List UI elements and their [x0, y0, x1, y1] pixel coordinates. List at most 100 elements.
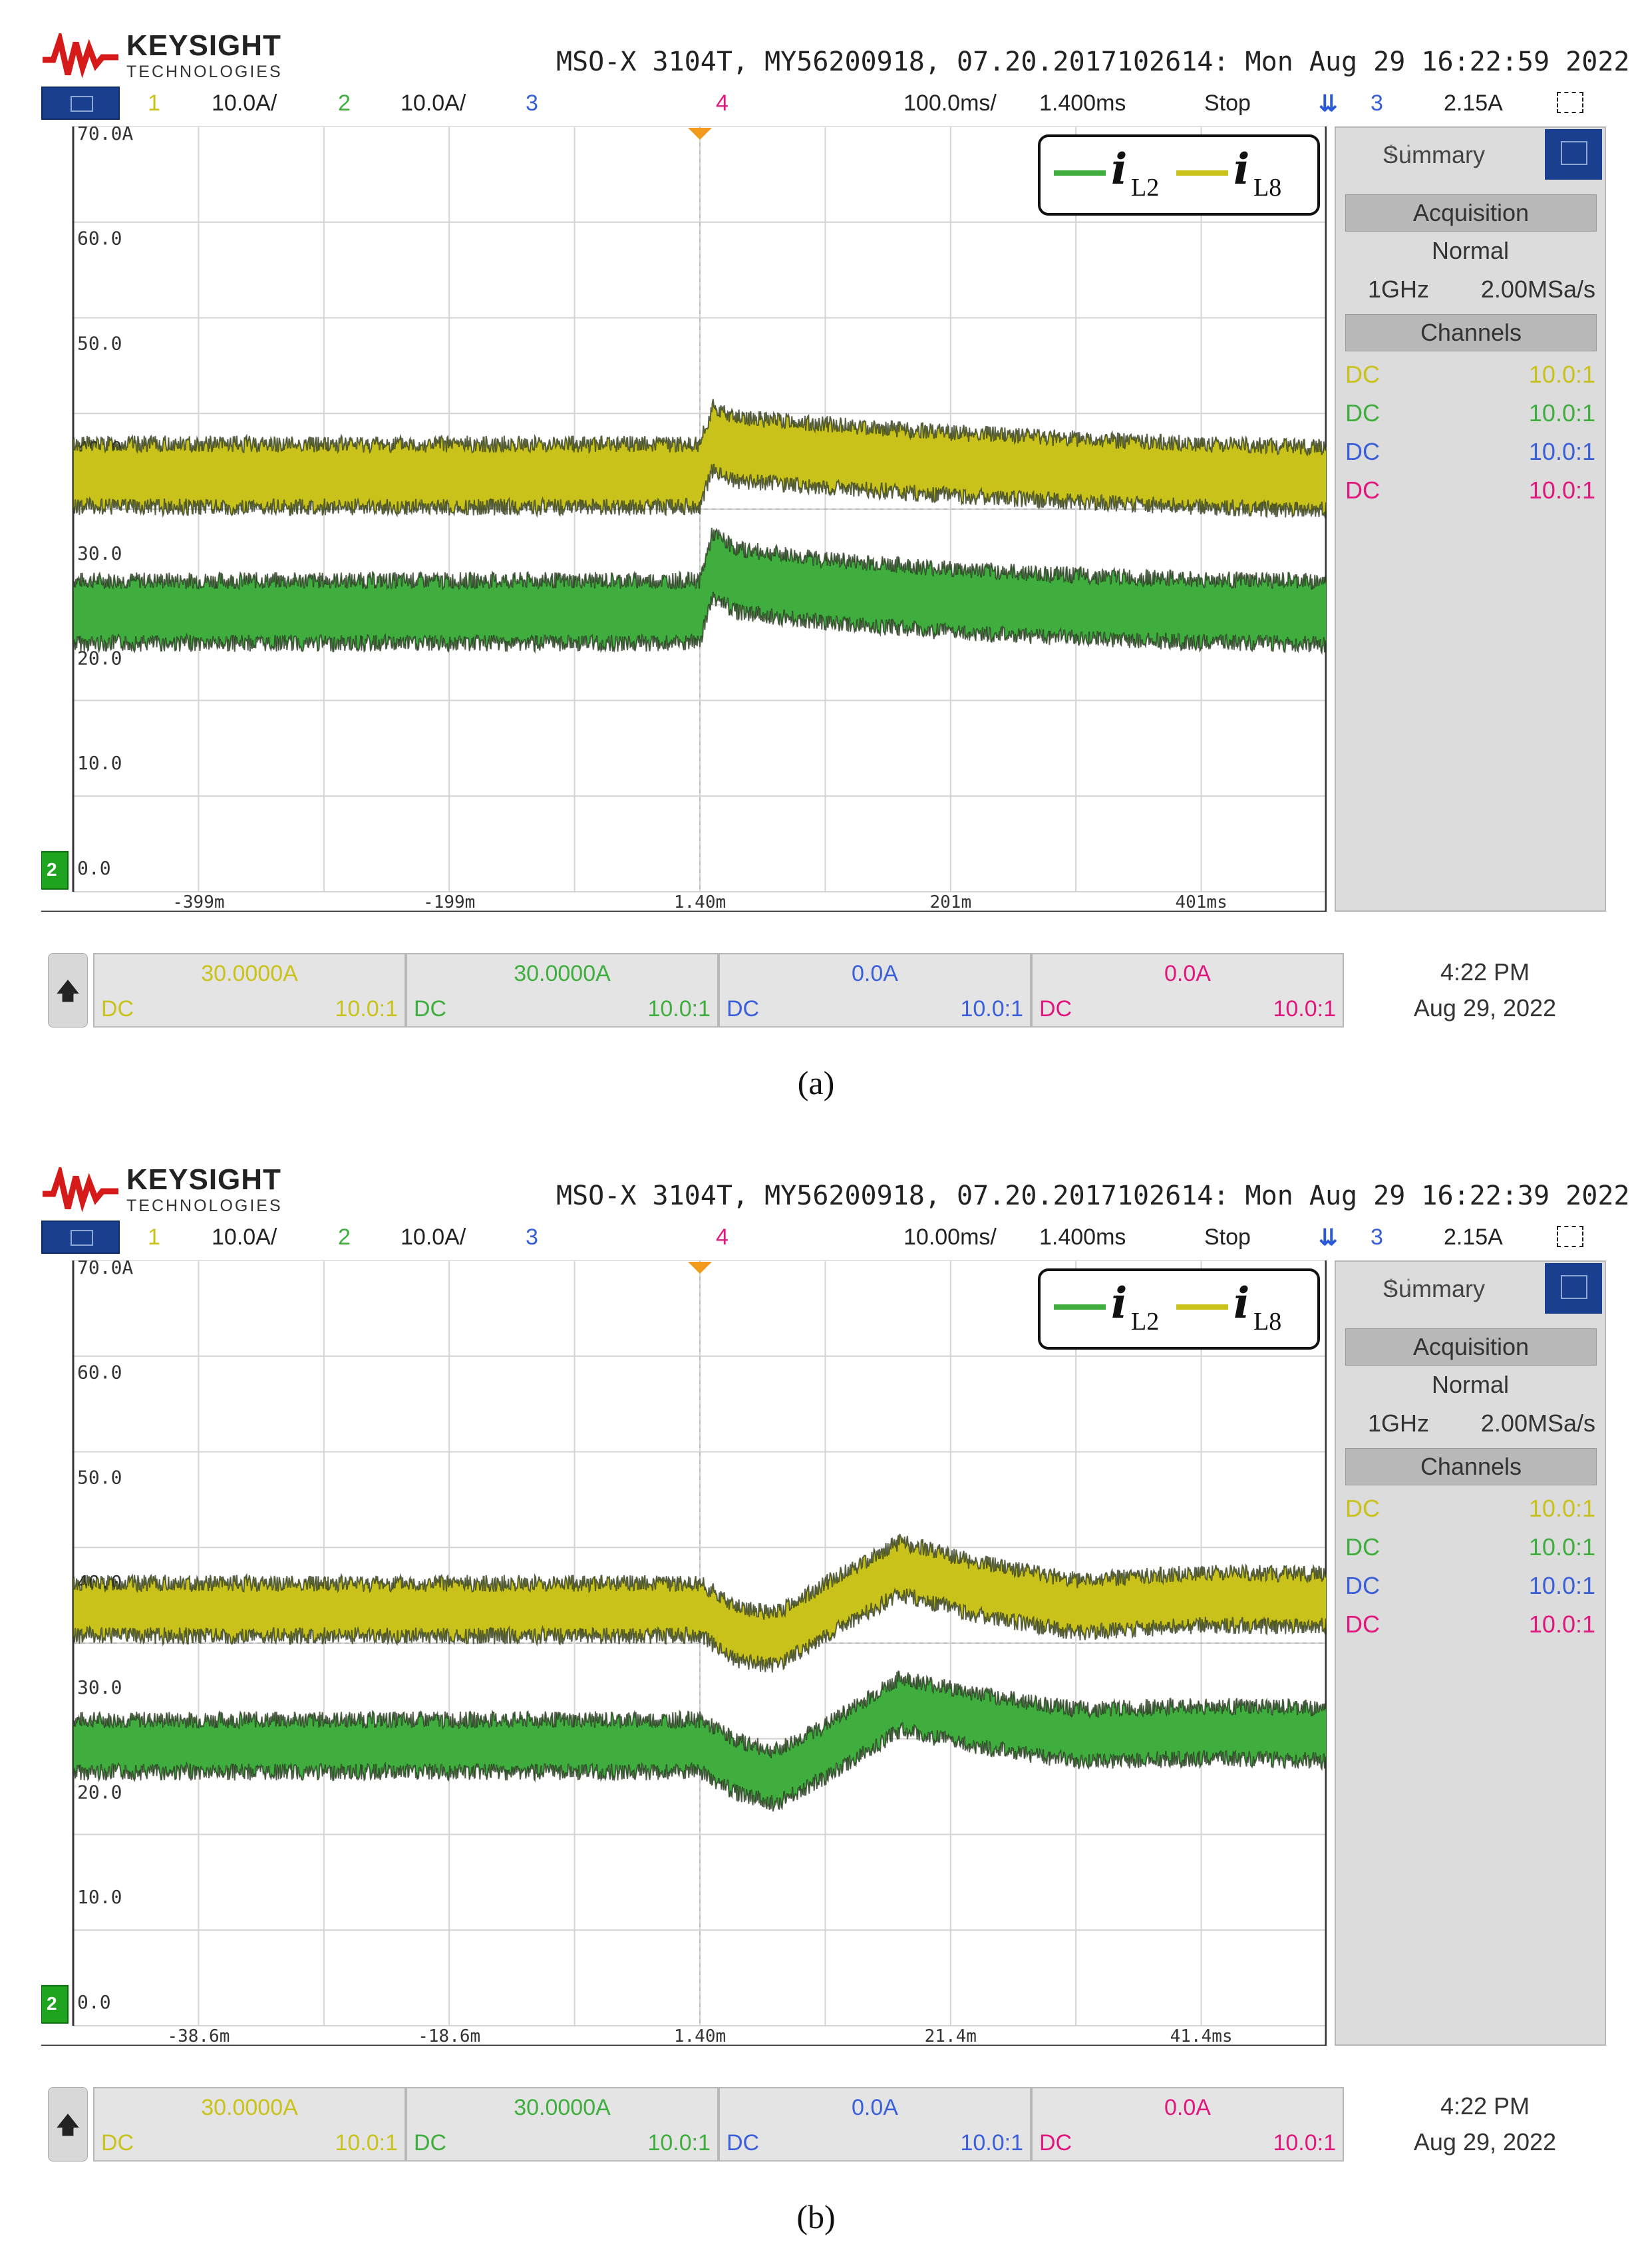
ch3-probe: 10.0:1 — [960, 996, 1023, 1022]
ch3-number[interactable]: 3 — [526, 1225, 538, 1250]
ch3-number[interactable]: 3 — [526, 91, 538, 116]
clock-date: Aug 29, 2022 — [1413, 994, 1557, 1022]
clock-time: 4:22 PM — [1440, 2092, 1530, 2120]
y-tick-label: 10.0 — [77, 1886, 122, 1908]
legend-sub-il8: L8 — [1253, 174, 1281, 202]
falling-edge-trigger-icon: ⇊ — [1319, 91, 1338, 116]
summary-tab[interactable]: ⋮⋮ Summary ⋮⋮ — [1343, 137, 1541, 174]
ch3-offset-box[interactable]: 0.0A DC 10.0:1 — [719, 953, 1031, 1028]
ch1-coupling: DC — [101, 996, 134, 1022]
bandwidth: 1GHz — [1368, 1410, 1430, 1437]
ch1-offset-box[interactable]: 30.0000A DC 10.0:1 — [93, 2087, 406, 2162]
trigger-delay[interactable]: 1.400ms — [1039, 91, 1126, 116]
ch4-probe: 10.0:1 — [1273, 2130, 1336, 2156]
clock-time: 4:22 PM — [1440, 958, 1530, 986]
x-tick-label: 401ms — [1175, 892, 1227, 912]
ch2-offset: 30.0000A — [514, 961, 611, 986]
drag-handle-icon: ⋮⋮ — [1383, 1275, 1417, 1295]
ground-marker[interactable]: 2 — [41, 1984, 69, 2024]
ch2-offset-box[interactable]: 30.0000A DC 10.0:1 — [406, 953, 719, 1028]
ch1-number[interactable]: 1 — [148, 1225, 160, 1250]
timebase[interactable]: 100.0ms/ — [903, 91, 997, 116]
zoom-select-icon[interactable] — [1557, 92, 1583, 113]
ch1-coupling: DC — [1345, 361, 1380, 388]
ground-marker[interactable]: 2 — [41, 850, 69, 890]
trigger-level[interactable]: 2.15A — [1444, 91, 1503, 116]
main-menu-button[interactable] — [41, 1221, 120, 1254]
legend-label-il8: i — [1233, 1278, 1249, 1328]
trace-legend: i L2 i L8 — [1038, 134, 1320, 216]
x-tick-label: 21.4m — [925, 2026, 977, 2046]
trace-il8 — [73, 399, 1327, 519]
channel-2-row: DC 10.0:1 — [1345, 399, 1595, 430]
trigger-position-marker[interactable] — [688, 1262, 712, 1274]
figure-caption: (b) — [796, 2198, 836, 2235]
ch1-offset-box[interactable]: 30.0000A DC 10.0:1 — [93, 953, 406, 1028]
waveform-display[interactable]: 70.0A 60.0 50.0 40.0 30.0 20.0 10.0 0.0 -38.6m -1… — [41, 1260, 1327, 2046]
trigger-source[interactable]: 3 — [1371, 91, 1383, 116]
ch4-offset-box[interactable]: 0.0A DC 10.0:1 — [1031, 2087, 1344, 2162]
ch4-coupling: DC — [1039, 2130, 1072, 2156]
summary-tab[interactable]: ⋮⋮ Summary ⋮⋮ — [1343, 1271, 1541, 1308]
main-menu-button[interactable] — [41, 87, 120, 120]
expand-up-button[interactable]: 🡅 — [48, 2087, 88, 2162]
ch1-coupling: DC — [101, 2130, 134, 2156]
ch2-number[interactable]: 2 — [338, 1225, 351, 1250]
ch3-offset-box[interactable]: 0.0A DC 10.0:1 — [719, 2087, 1031, 2162]
trigger-position-marker[interactable] — [688, 128, 712, 140]
ch1-scale[interactable]: 10.0A/ — [212, 1225, 277, 1250]
legend-label-il2: i — [1111, 1278, 1127, 1328]
trigger-delay[interactable]: 1.400ms — [1039, 1225, 1126, 1250]
ch2-scale[interactable]: 10.0A/ — [401, 91, 466, 116]
ch2-coupling: DC — [1345, 399, 1380, 427]
y-tick-label: 50.0 — [77, 1466, 122, 1488]
ch2-coupling: DC — [414, 996, 447, 1022]
trigger-source[interactable]: 3 — [1371, 1225, 1383, 1250]
ch4-coupling: DC — [1345, 1610, 1380, 1638]
ch1-coupling: DC — [1345, 1495, 1380, 1522]
y-tick-label: 60.0 — [77, 228, 122, 250]
ch4-number[interactable]: 4 — [716, 1225, 729, 1250]
legend-label-il2: i — [1111, 144, 1127, 194]
waveform-display[interactable]: 70.0A60.050.040.030.020.010.00.0-399m-19… — [41, 126, 1327, 912]
menu-icon — [1561, 141, 1587, 165]
summary-menu-button[interactable] — [1545, 1263, 1602, 1314]
bandwidth-row: 1GHz 2.00MSa/s — [1345, 276, 1595, 306]
trace-il2 — [73, 527, 1327, 656]
trace-il2 — [73, 1670, 1327, 1812]
ch1-offset: 30.0000A — [201, 2095, 298, 2120]
ch2-scale[interactable]: 10.0A/ — [401, 1225, 466, 1250]
brand-subtitle: TECHNOLOGIES — [126, 63, 283, 81]
ch4-coupling: DC — [1039, 996, 1072, 1022]
run-state[interactable]: Stop — [1204, 91, 1251, 116]
expand-up-button[interactable]: 🡅 — [48, 953, 88, 1028]
ch2-offset-box[interactable]: 30.0000A DC 10.0:1 — [406, 2087, 719, 2162]
ground-marker-label: 2 — [47, 1993, 57, 2014]
run-state[interactable]: Stop — [1204, 1225, 1251, 1250]
ground-marker-box — [41, 1984, 69, 2024]
ch3-coupling: DC — [1345, 1572, 1380, 1599]
ch1-probe: 10.0:1 — [335, 2130, 398, 2156]
ch4-number[interactable]: 4 — [716, 91, 729, 116]
ch1-scale[interactable]: 10.0A/ — [212, 91, 277, 116]
brand-subtitle: TECHNOLOGIES — [126, 1197, 283, 1215]
ch3-probe: 10.0:1 — [1528, 438, 1595, 465]
channel-offset-bar: 🡅 30.0000A DC 10.0:1 30.0000A DC 10.0:1 … — [48, 2087, 1352, 2162]
y-tick-label: 0.0 — [77, 1991, 111, 2013]
clock: 4:22 PM Aug 29, 2022 — [1405, 2088, 1565, 2160]
waveform-svg: 70.0A60.050.040.030.020.010.00.0-399m-19… — [41, 126, 1327, 912]
timebase[interactable]: 10.00ms/ — [903, 1225, 997, 1250]
ch1-number[interactable]: 1 — [148, 91, 160, 116]
zoom-select-icon[interactable] — [1557, 1226, 1583, 1247]
brand-name: KEYSIGHT — [126, 1163, 281, 1196]
keysight-logo: KEYSIGHT TECHNOLOGIES — [41, 29, 294, 83]
ch2-number[interactable]: 2 — [338, 91, 351, 116]
y-tick-label: 50.0 — [77, 332, 122, 354]
trigger-level[interactable]: 2.15A — [1444, 1225, 1503, 1250]
channel-3-row: DC 10.0:1 — [1345, 1572, 1595, 1603]
ch4-offset-box[interactable]: 0.0A DC 10.0:1 — [1031, 953, 1344, 1028]
x-tick-label: -199m — [423, 892, 475, 912]
legend-label-il8: i — [1233, 144, 1249, 194]
ch4-probe: 10.0:1 — [1273, 996, 1336, 1022]
summary-menu-button[interactable] — [1545, 129, 1602, 180]
